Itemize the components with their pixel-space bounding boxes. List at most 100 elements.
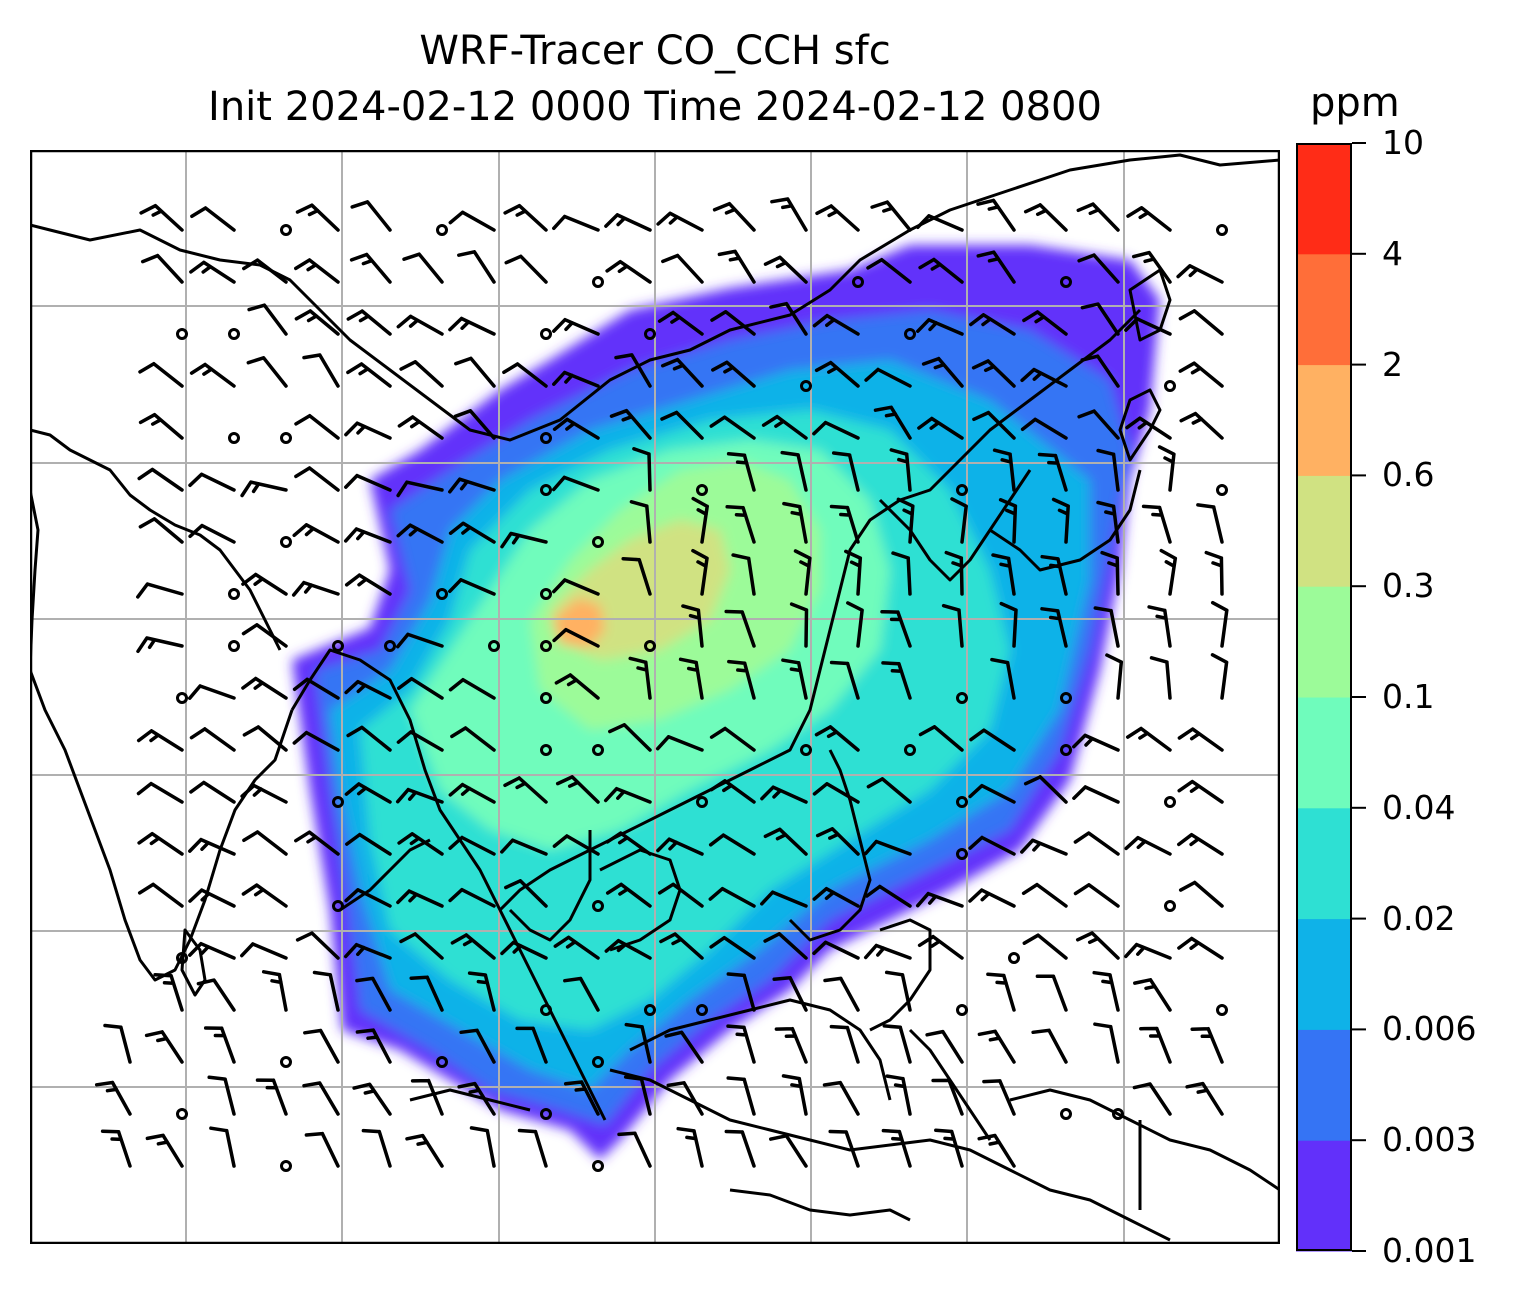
wind-barb: [1100, 550, 1120, 596]
calm-wind-marker: [904, 328, 916, 340]
wind-barb: [553, 935, 600, 960]
wind-barb: [410, 1078, 444, 1116]
wind-barb: [1124, 942, 1172, 960]
wind-barb: [294, 258, 340, 284]
wind-barb: [781, 1074, 808, 1116]
wind-barb: [605, 831, 652, 856]
wind-barb: [397, 676, 444, 700]
wind-barb: [605, 259, 652, 284]
wind-barb: [136, 781, 184, 804]
calm-wind-marker: [228, 640, 240, 652]
wind-barb: [844, 549, 863, 596]
wind-barb: [1190, 1026, 1224, 1064]
wind-barb: [292, 677, 340, 700]
wind-barb: [1125, 726, 1172, 752]
wind-barb: [925, 1029, 964, 1064]
colorbar-tick-label: 0.006: [1382, 1009, 1477, 1049]
wind-barb: [207, 1075, 236, 1116]
wind-barb: [402, 252, 444, 284]
wind-barb: [515, 1026, 548, 1064]
wind-barb: [187, 684, 236, 700]
colorbar-unit: ppm: [1310, 80, 1400, 126]
calm-wind-marker: [644, 328, 656, 340]
calm-wind-marker: [228, 432, 240, 444]
wind-barb: [1179, 411, 1224, 440]
wind-barb: [761, 414, 808, 440]
wind-barb: [292, 730, 340, 752]
calm-wind-marker: [592, 536, 604, 548]
calm-wind-marker: [956, 484, 968, 496]
wind-barb: [770, 197, 808, 232]
wind-barb: [711, 360, 756, 388]
wind-barb: [395, 632, 444, 649]
wind-barb: [915, 891, 964, 908]
wind-barb: [343, 527, 392, 544]
wind-barb: [457, 250, 496, 284]
wind-barb: [896, 497, 915, 544]
calm-wind-marker: [956, 692, 968, 704]
wind-barb: [1031, 1028, 1068, 1064]
wind-barb: [918, 257, 964, 284]
wind-barb: [467, 971, 496, 1012]
colorbar-segment: [1296, 1140, 1352, 1252]
wind-barb: [814, 360, 860, 388]
wind-barb: [349, 252, 392, 284]
colorbar-segment: [1296, 364, 1352, 476]
wind-barb: [666, 1081, 704, 1116]
wind-barb: [657, 310, 704, 336]
wind-barb: [399, 932, 444, 960]
wind-barb: [968, 888, 1016, 908]
wind-barb: [1096, 500, 1120, 544]
wind-barb: [137, 467, 184, 492]
wind-barb: [916, 214, 964, 232]
wind-barb: [503, 203, 548, 232]
wind-barb: [999, 601, 1018, 648]
wind-barb: [608, 723, 652, 752]
calm-wind-marker: [592, 1056, 604, 1068]
wind-barb: [691, 496, 709, 544]
colorbar-tick-label: 10: [1382, 123, 1424, 162]
wind-barb: [1185, 1081, 1224, 1116]
wind-barb: [457, 1081, 496, 1116]
wind-barb: [863, 839, 912, 856]
wind-barb: [781, 658, 808, 700]
wind-barb: [396, 889, 444, 908]
calm-wind-marker: [1216, 484, 1228, 496]
map-title-line1: WRF-Tracer CO_CCH sfc: [419, 28, 891, 74]
wind-barb: [1075, 931, 1120, 960]
calm-wind-marker: [644, 1004, 656, 1016]
wind-barb: [1022, 310, 1068, 336]
colorbar-tick-label: 0.02: [1382, 898, 1456, 938]
calm-wind-marker: [540, 1108, 552, 1120]
calm-wind-marker: [696, 484, 708, 496]
wind-barb: [1132, 1082, 1172, 1116]
wind-barb: [344, 573, 392, 596]
wind-barb: [1023, 775, 1068, 804]
wind-barb: [763, 255, 808, 284]
concentration-level-7: [552, 598, 605, 648]
wind-barb: [1147, 605, 1172, 648]
wind-barb: [1124, 835, 1172, 856]
calm-wind-marker: [644, 640, 656, 652]
wind-barb: [448, 210, 496, 232]
wind-barb: [1077, 253, 1120, 284]
wind-barb: [709, 726, 756, 752]
wind-barb: [241, 623, 288, 648]
wind-barb: [1020, 417, 1068, 440]
wind-barb: [144, 1030, 184, 1064]
calm-wind-marker: [1164, 380, 1176, 392]
wind-barb: [1177, 727, 1224, 752]
wind-barb: [969, 313, 1016, 336]
calm-wind-marker: [280, 536, 292, 548]
wind-barb: [760, 785, 808, 804]
wind-barb: [793, 549, 812, 596]
calm-wind-marker: [540, 328, 552, 340]
wind-barb: [294, 413, 340, 440]
wind-barb: [344, 421, 392, 440]
wind-barb: [660, 357, 704, 388]
wind-barb: [448, 782, 496, 804]
wind-barb: [1073, 883, 1120, 908]
wind-barb: [1177, 779, 1224, 804]
wind-barb: [203, 1026, 236, 1064]
calm-wind-marker: [540, 432, 552, 444]
